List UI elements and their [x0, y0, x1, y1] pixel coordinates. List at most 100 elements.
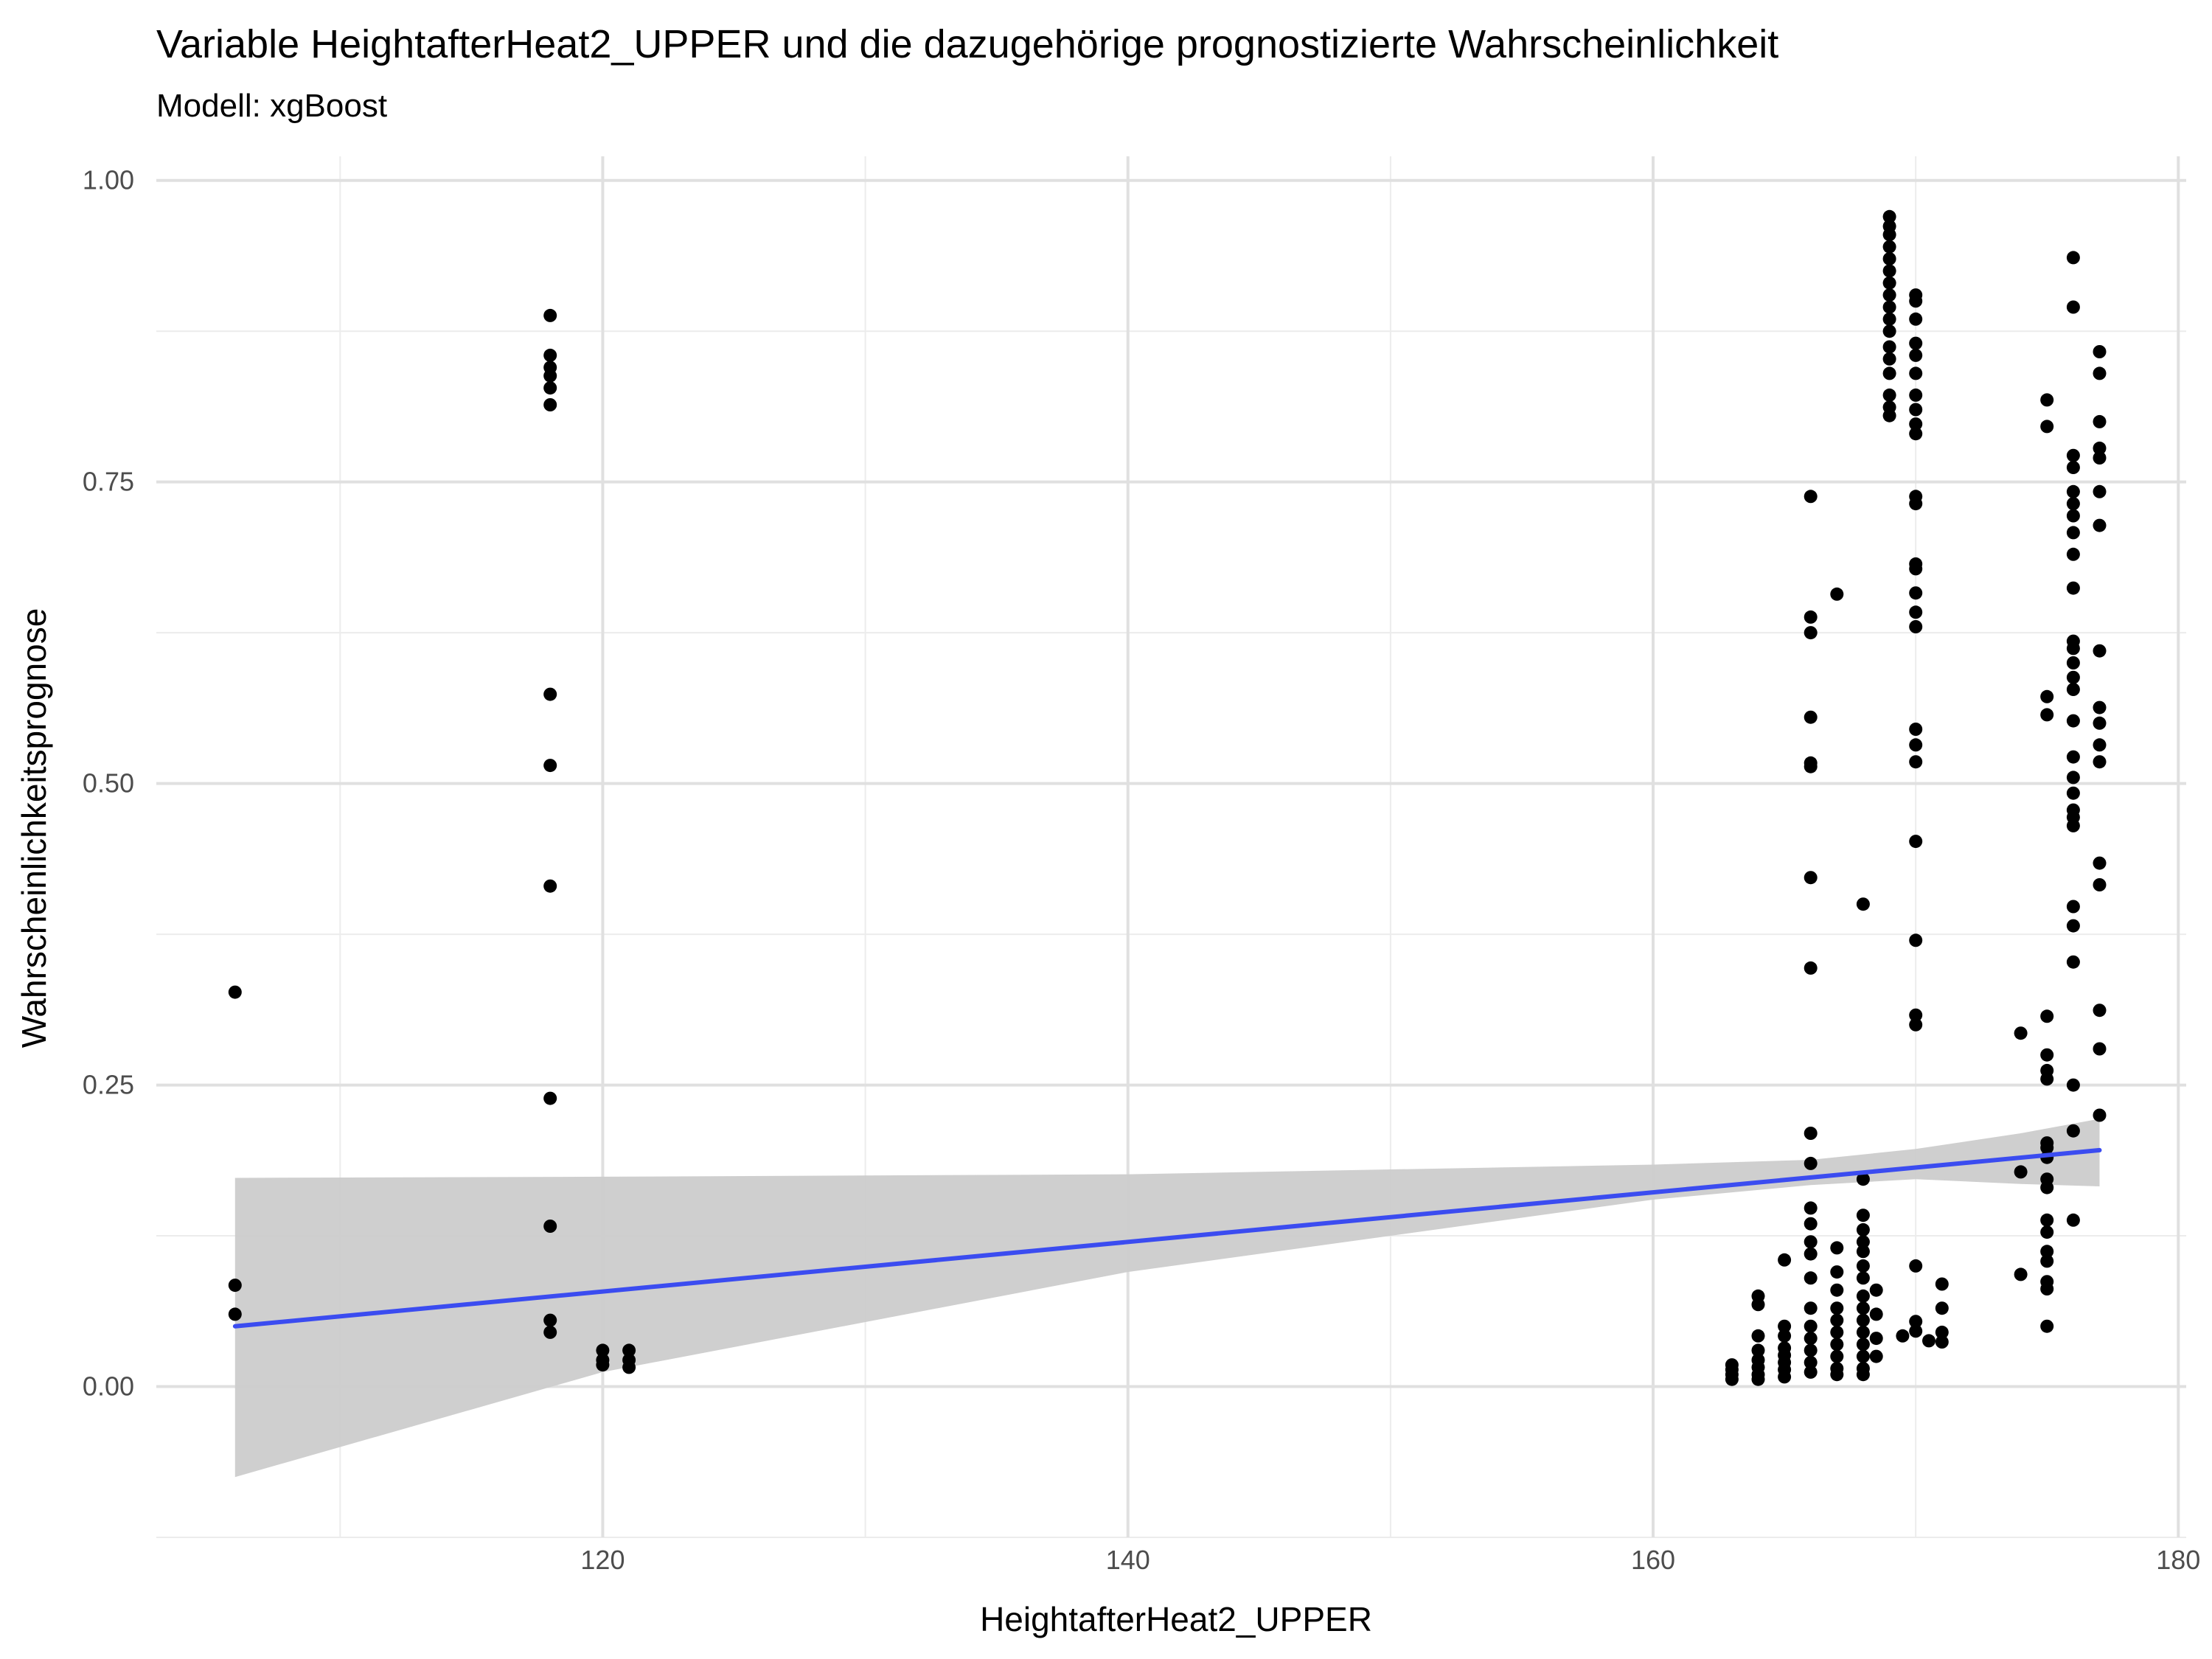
data-point: [1882, 408, 1896, 422]
data-point: [1909, 388, 1923, 402]
data-point: [1909, 620, 1923, 633]
data-point: [543, 381, 557, 395]
data-point: [1804, 1127, 1818, 1140]
data-point: [2066, 771, 2080, 785]
data-point: [1882, 228, 1896, 242]
data-point: [1869, 1307, 1883, 1321]
data-point: [1909, 1259, 1923, 1273]
data-point: [1778, 1253, 1792, 1267]
data-point: [1804, 710, 1818, 724]
data-point: [2066, 547, 2080, 561]
data-point: [543, 687, 557, 701]
data-point: [543, 1220, 557, 1233]
data-point: [1804, 1271, 1818, 1285]
data-point: [2066, 509, 2080, 523]
data-point: [1856, 1245, 1870, 1259]
data-point: [2040, 1072, 2054, 1086]
data-point: [2066, 750, 2080, 764]
data-point: [1909, 738, 1923, 752]
data-point: [1869, 1349, 1883, 1363]
x-tick-label: 140: [1106, 1545, 1150, 1575]
data-point: [1830, 1349, 1844, 1363]
data-point: [1856, 1349, 1870, 1363]
data-point: [2014, 1026, 2028, 1040]
data-point: [2066, 818, 2080, 832]
data-point: [1804, 1235, 1818, 1249]
data-point: [1830, 587, 1844, 601]
data-point: [228, 1279, 242, 1293]
data-point: [2093, 878, 2107, 891]
data-point: [1830, 1301, 1844, 1315]
data-point: [2040, 1282, 2054, 1295]
data-point: [1882, 388, 1896, 402]
chart-title: Variable HeightafterHeat2_UPPER und die …: [156, 22, 1778, 66]
data-point: [1882, 276, 1896, 290]
data-point: [2093, 366, 2107, 380]
data-point: [1935, 1301, 1949, 1315]
data-point: [1856, 1338, 1870, 1352]
data-point: [2066, 656, 2080, 669]
data-point: [2093, 1042, 2107, 1056]
data-point: [1830, 1265, 1844, 1279]
points-group: [228, 209, 2107, 1386]
data-point: [1830, 1325, 1844, 1339]
data-point: [1804, 759, 1818, 773]
data-point: [1778, 1329, 1792, 1343]
data-point: [1909, 1008, 1923, 1022]
data-point: [2014, 1267, 2028, 1281]
data-point: [2093, 1108, 2107, 1122]
chart-subtitle: Modell: xgBoost: [156, 88, 387, 124]
data-point: [1804, 1355, 1818, 1369]
data-point: [1856, 1368, 1870, 1382]
data-point: [228, 985, 242, 999]
data-point: [2093, 414, 2107, 428]
data-point: [1830, 1241, 1844, 1255]
data-point: [2066, 1213, 2080, 1227]
data-point: [2093, 451, 2107, 465]
data-point: [1909, 294, 1923, 308]
data-point: [543, 879, 557, 893]
data-point: [1909, 605, 1923, 619]
data-point: [1856, 1222, 1870, 1237]
data-point: [1882, 209, 1896, 223]
data-point: [543, 398, 557, 411]
data-point: [543, 348, 557, 362]
data-point: [2093, 755, 2107, 769]
data-point: [1830, 1338, 1844, 1352]
data-point: [1935, 1325, 1949, 1339]
data-point: [2093, 644, 2107, 658]
data-point: [2066, 581, 2080, 595]
data-point: [1922, 1334, 1935, 1348]
data-point: [2066, 461, 2080, 474]
data-point: [1751, 1298, 1765, 1312]
data-point: [1804, 1319, 1818, 1333]
y-tick-label: 0.25: [83, 1070, 134, 1100]
data-point: [2093, 345, 2107, 358]
data-point: [1804, 1301, 1818, 1315]
data-point: [1935, 1335, 1949, 1349]
data-point: [2066, 300, 2080, 314]
data-point: [543, 308, 557, 322]
data-point: [1856, 1301, 1870, 1315]
data-point: [1830, 1368, 1844, 1382]
y-tick-label: 0.50: [83, 768, 134, 799]
data-point: [2040, 420, 2054, 434]
data-point: [228, 1307, 242, 1321]
data-point: [1856, 1325, 1870, 1339]
data-point: [543, 1313, 557, 1327]
data-point: [1909, 755, 1923, 769]
data-point: [2093, 1004, 2107, 1018]
data-point: [1869, 1332, 1883, 1346]
data-point: [1856, 1208, 1870, 1222]
data-point: [2093, 856, 2107, 870]
data-point: [1909, 312, 1923, 326]
data-point: [1882, 252, 1896, 265]
x-axis-title: HeightafterHeat2_UPPER: [980, 1600, 1372, 1638]
confidence-band: [234, 1119, 2100, 1478]
data-point: [622, 1360, 636, 1374]
data-point: [1804, 961, 1818, 975]
data-point: [2040, 1319, 2054, 1333]
data-point: [2066, 1124, 2080, 1138]
data-point: [2066, 683, 2080, 696]
